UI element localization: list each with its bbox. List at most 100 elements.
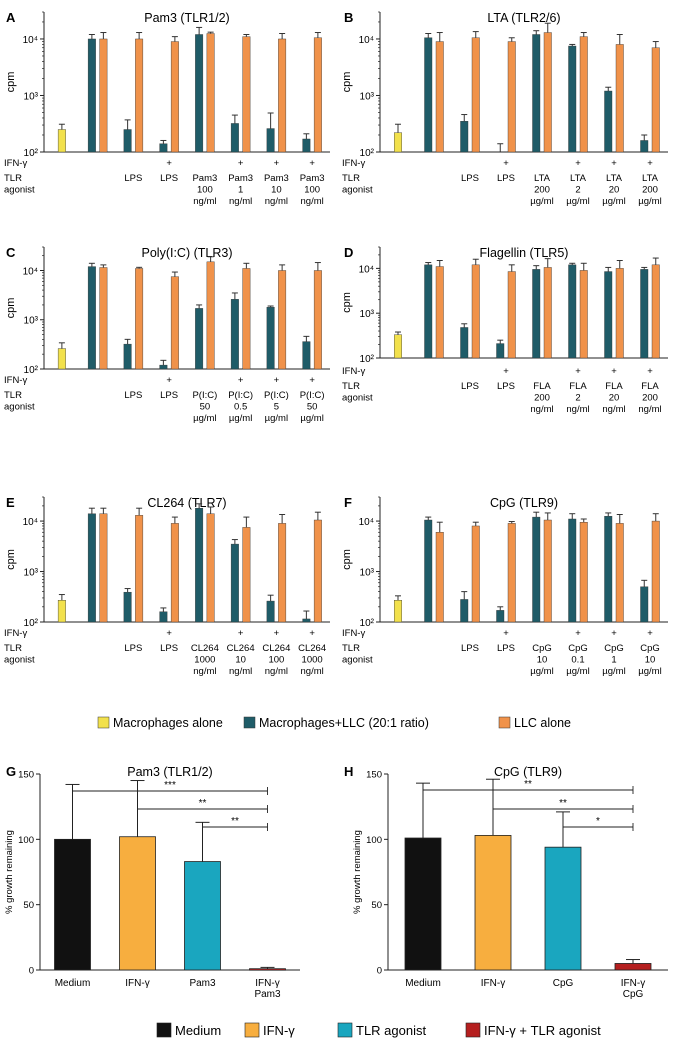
x-category-label: Medium: [55, 978, 91, 989]
agonist-label: LTA: [570, 173, 587, 184]
bar-llc: [206, 33, 215, 153]
agonist-label: ng/ml: [229, 666, 252, 677]
ifn-marker: +: [238, 375, 244, 386]
legend-swatch-llc: [498, 716, 511, 729]
bar-llc: [135, 38, 144, 153]
ifn-marker: +: [166, 158, 172, 169]
agonist-label: 50: [307, 402, 318, 413]
bar-llc: [615, 44, 624, 153]
agonist-label: CL264: [227, 643, 255, 654]
bar-macrophages: [394, 334, 402, 359]
y-axis-label: cpm: [5, 549, 17, 570]
y-tick-label: 50: [371, 900, 382, 911]
bar-combo: [87, 38, 96, 153]
bar-ifn_tlr: [249, 968, 286, 971]
agonist-label: ng/ml: [193, 196, 216, 207]
agonist-label: 20: [609, 185, 620, 196]
x-category-label: IFN-γ: [125, 978, 149, 989]
agonist-label: Pam3: [300, 173, 325, 184]
agonist-label: 0.1: [571, 655, 584, 666]
bar-combo: [266, 600, 275, 623]
legend-label-macrophages: Macrophages alone: [113, 716, 223, 730]
agonist-label: P(I:C): [264, 390, 289, 401]
panel-letter: A: [6, 10, 16, 25]
agonist-label: LPS: [461, 381, 479, 392]
agonist-label: 0.5: [234, 402, 247, 413]
agonist-label: FLA: [533, 381, 551, 392]
ifn-marker: +: [166, 375, 172, 386]
agonist-label: Pam3: [228, 173, 253, 184]
bar-llc: [615, 268, 624, 359]
bar-combo: [266, 128, 275, 153]
bar-macrophages: [394, 600, 402, 623]
bar-llc: [651, 264, 660, 359]
bar-combo: [604, 90, 613, 153]
bar-medium: [404, 837, 442, 971]
agonist-label: 200: [534, 393, 550, 404]
panel-letter: H: [344, 764, 353, 779]
agonist-label: FLA: [605, 381, 623, 392]
y-tick-label: 10³: [24, 91, 39, 102]
agonist-label: P(I:C): [300, 390, 325, 401]
agonist-label: 200: [534, 185, 550, 196]
agonist-label: CpG: [604, 643, 624, 654]
bar-llc: [278, 270, 287, 370]
bar-llc: [170, 276, 179, 370]
agonist-label: µg/ml: [566, 196, 589, 207]
y-tick-label: 10³: [360, 309, 375, 320]
y-tick-label: 10⁴: [359, 264, 374, 275]
bar-combo: [604, 271, 613, 359]
y-tick-label: 150: [366, 770, 382, 781]
agonist-label: 20: [609, 393, 620, 404]
agonist-label: FLA: [569, 381, 587, 392]
y-tick-label: 10²: [360, 618, 375, 629]
ifn-marker: +: [575, 158, 581, 169]
bar-combo: [123, 591, 132, 623]
agonist-label: 50: [200, 402, 211, 413]
bar-combo: [159, 143, 168, 153]
bar-medium: [54, 838, 91, 971]
bar-llc: [206, 261, 215, 370]
y-tick-label: 10⁴: [23, 266, 38, 277]
y-axis-label: cpm: [341, 292, 353, 313]
ifn-marker: +: [575, 628, 581, 639]
panel-g: G Pam3 (TLR1/2) 0 50 100 150 % growth remainin…: [4, 764, 300, 1000]
y-tick-label: 10³: [360, 568, 375, 579]
ifn-marker: +: [611, 158, 617, 169]
panel-h: H CpG (TLR9) 0 50 100 150 % growth remaining Me…: [344, 764, 668, 1000]
x-category-label: IFN-γ: [255, 978, 279, 989]
panel-letter: G: [6, 764, 16, 779]
agonist-label: ng/ml: [229, 196, 252, 207]
bar-ifn: [474, 835, 512, 971]
agonist-label: µg/ml: [566, 666, 589, 677]
y-axis-label: cpm: [5, 298, 17, 319]
ifn-marker: +: [503, 158, 509, 169]
panel-letter: D: [344, 245, 353, 260]
bar-combo: [123, 343, 132, 370]
agonist-label: LTA: [606, 173, 623, 184]
agonist-label: ng/ml: [530, 404, 553, 415]
ifn-marker: +: [274, 158, 280, 169]
y-axis-label: cpm: [5, 72, 17, 93]
bar-llc: [135, 515, 144, 623]
panel-title: CL264 (TLR7): [147, 496, 226, 510]
agonist-label: CL264: [191, 643, 219, 654]
bar-combo: [460, 599, 469, 623]
legend-label-medium: Medium: [175, 1023, 221, 1038]
agonist-label: µg/ml: [193, 413, 216, 424]
bar-llc: [170, 41, 179, 153]
legend-swatch-ifn: [244, 1022, 260, 1038]
y-tick-label: 10²: [24, 618, 39, 629]
bar-combo: [302, 138, 311, 153]
ifn-marker: +: [309, 158, 315, 169]
legend-top: Macrophages alone Macrophages+LLC (20:1 r…: [97, 716, 571, 730]
agonist-label: LPS: [497, 381, 515, 392]
agonist-label: 1: [238, 185, 243, 196]
sig-stars: *: [596, 816, 600, 827]
bar-combo: [424, 519, 433, 623]
bar-llc: [135, 268, 144, 370]
agonist-label: ng/ml: [602, 404, 625, 415]
sig-stars: **: [559, 798, 567, 809]
